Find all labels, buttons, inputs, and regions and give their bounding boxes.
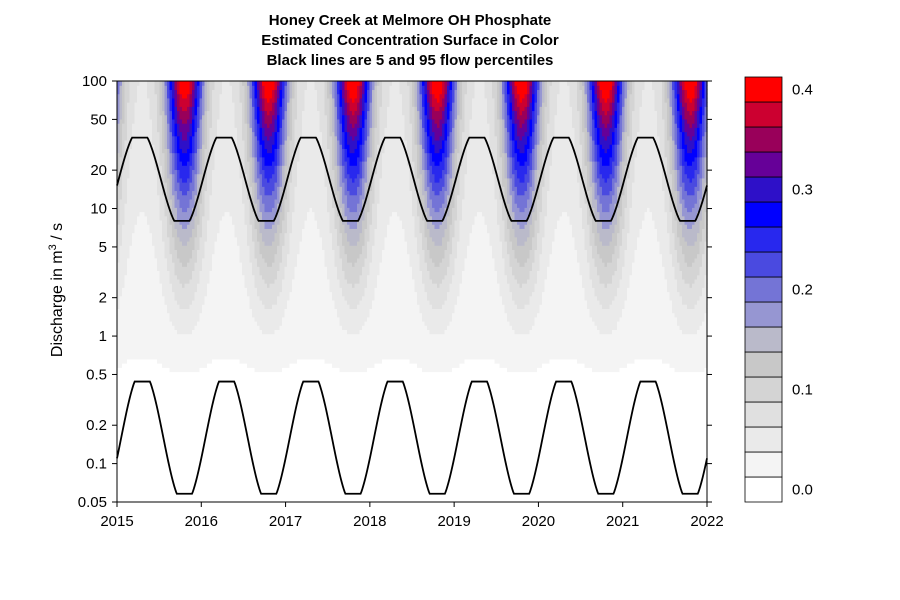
concentration-chart: 2015 2016 2017 2018 2019 2020 2021 2022 0.050.1…	[0, 0, 900, 600]
